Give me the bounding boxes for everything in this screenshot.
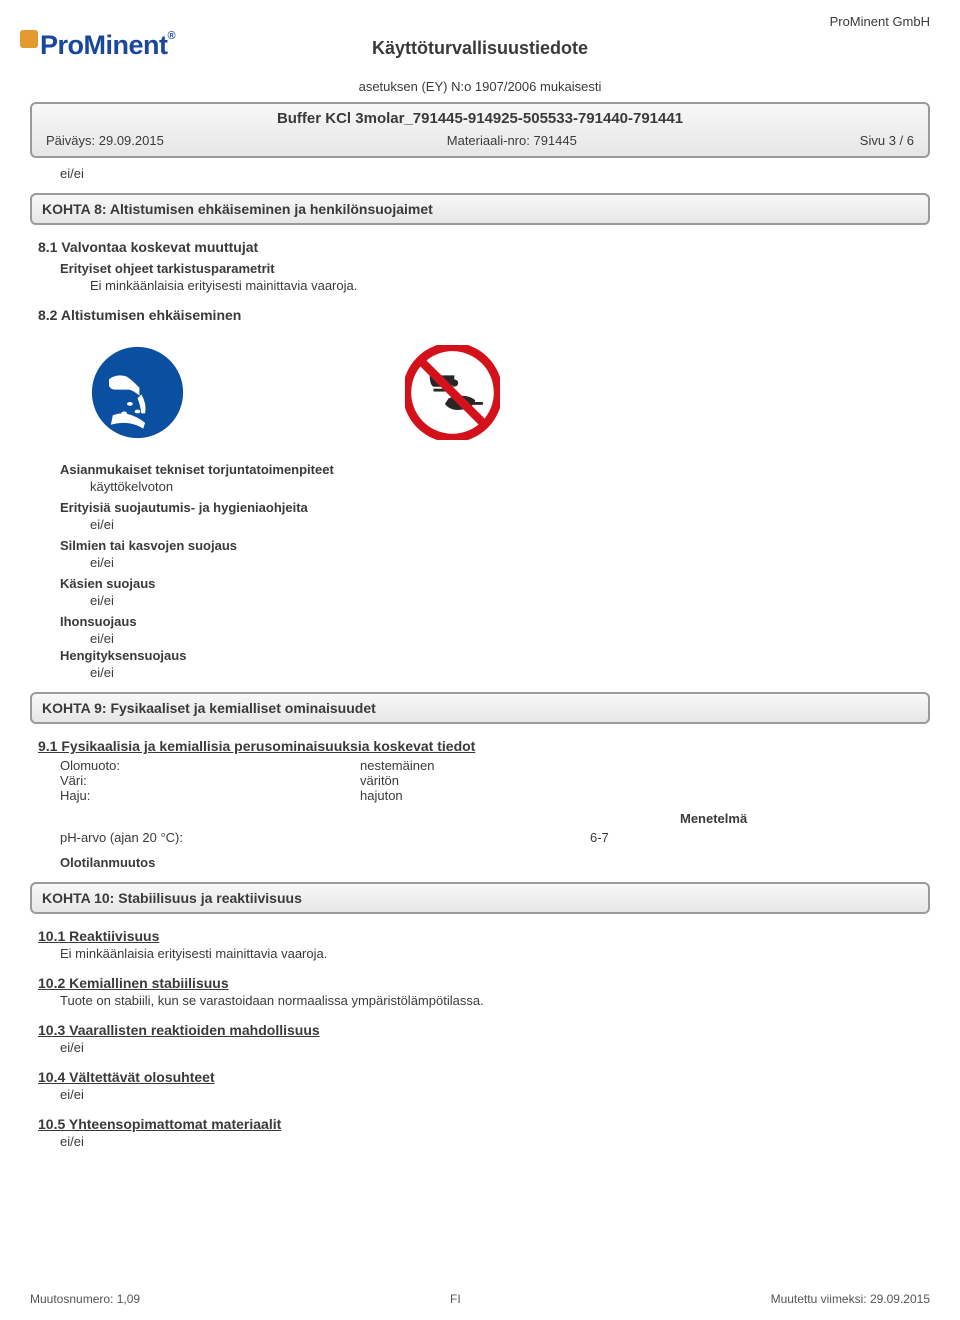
- section-9-bar: KOHTA 9: Fysikaaliset ja kemialliset omi…: [30, 692, 930, 724]
- company-name: ProMinent GmbH: [830, 14, 930, 29]
- ph-label: pH-arvo (ajan 20 °C):: [60, 830, 590, 845]
- no-food-drink-icon: [405, 345, 500, 440]
- breath-body: ei/ei: [30, 665, 930, 680]
- wash-hands-icon: [90, 345, 185, 440]
- s102-body: Tuote on stabiili, kun se varastoidaan n…: [30, 993, 930, 1008]
- hand-title: Käsien suojaus: [30, 576, 930, 591]
- form-val: nestemäinen: [360, 758, 620, 773]
- color-val: väritön: [360, 773, 620, 788]
- s103-title: 10.3 Vaarallisten reaktioiden mahdollisu…: [30, 1022, 930, 1038]
- hyg-title: Erityisiä suojautumis- ja hygieniaohjeit…: [30, 500, 930, 515]
- s81-title: 8.1 Valvontaa koskevat muuttujat: [30, 239, 930, 255]
- hand-body: ei/ei: [30, 593, 930, 608]
- product-header-bar: Buffer KCl 3molar_791445-914925-505533-7…: [30, 102, 930, 158]
- s105-title: 10.5 Yhteensopimattomat materiaalit: [30, 1116, 930, 1132]
- meta-row: Päiväys: 29.09.2015 Materiaali-nro: 7914…: [42, 133, 918, 150]
- s81-body: Ei minkäänlaisia erityisesti mainittavia…: [30, 278, 930, 293]
- s81-sub: Erityiset ohjeet tarkistusparametrit: [30, 261, 930, 276]
- form-label: Olomuoto:: [60, 758, 360, 773]
- eye-body: ei/ei: [30, 555, 930, 570]
- material-label: Materiaali-nro: 791445: [447, 133, 577, 148]
- section-10-bar: KOHTA 10: Stabiilisuus ja reaktiivisuus: [30, 882, 930, 914]
- odor-val: hajuton: [360, 788, 620, 803]
- s91-title: 9.1 Fysikaalisia ja kemiallisia perusomi…: [30, 738, 930, 754]
- logo-text: ProMinent®: [20, 30, 175, 61]
- tech-body: käyttökelvoton: [30, 479, 930, 494]
- tech-title: Asianmukaiset tekniset torjuntatoimenpit…: [30, 462, 930, 477]
- method-label: Menetelmä: [30, 811, 930, 826]
- regulation-line: asetuksen (EY) N:o 1907/2006 mukaisesti: [30, 79, 930, 94]
- hyg-body: ei/ei: [30, 517, 930, 532]
- safety-icons-row: [30, 345, 930, 440]
- skin-title: Ihonsuojaus: [30, 614, 930, 629]
- s105-body: ei/ei: [30, 1134, 930, 1149]
- s82-title: 8.2 Altistumisen ehkäiseminen: [30, 307, 930, 323]
- footer: Muutosnumero: 1,09 FI Muutettu viimeksi:…: [30, 1292, 930, 1306]
- s104-title: 10.4 Vältettävät olosuhteet: [30, 1069, 930, 1085]
- section-8-bar: KOHTA 8: Altistumisen ehkäiseminen ja he…: [30, 193, 930, 225]
- ph-val: 6-7: [590, 830, 850, 845]
- s102-title: 10.2 Kemiallinen stabiilisuus: [30, 975, 930, 991]
- ph-row-wrap: pH-arvo (ajan 20 °C): 6-7: [30, 830, 930, 845]
- eye-title: Silmien tai kasvojen suojaus: [30, 538, 930, 553]
- odor-label: Haju:: [60, 788, 360, 803]
- s104-body: ei/ei: [30, 1087, 930, 1102]
- logo-mark-icon: [20, 30, 38, 48]
- s101-title: 10.1 Reaktiivisuus: [30, 928, 930, 944]
- footer-center: FI: [450, 1292, 461, 1306]
- s103-body: ei/ei: [30, 1040, 930, 1055]
- color-label: Väri:: [60, 773, 360, 788]
- pre-eiei: ei/ei: [30, 166, 930, 181]
- change-title: Olotilanmuutos: [30, 855, 930, 870]
- footer-left: Muutosnumero: 1,09: [30, 1292, 140, 1306]
- footer-right: Muutettu viimeksi: 29.09.2015: [771, 1292, 930, 1306]
- date-label: Päiväys: 29.09.2015: [46, 133, 164, 148]
- skin-body: ei/ei: [30, 631, 930, 646]
- properties-table: Olomuoto: nestemäinen Väri: väritön Haju…: [30, 758, 930, 803]
- breath-title: Hengityksensuojaus: [30, 648, 930, 663]
- s101-body: Ei minkäänlaisia erityisesti mainittavia…: [30, 946, 930, 961]
- product-title: Buffer KCl 3molar_791445-914925-505533-7…: [42, 110, 918, 127]
- logo: ProMinent®: [20, 30, 175, 61]
- page-label: Sivu 3 / 6: [860, 133, 914, 148]
